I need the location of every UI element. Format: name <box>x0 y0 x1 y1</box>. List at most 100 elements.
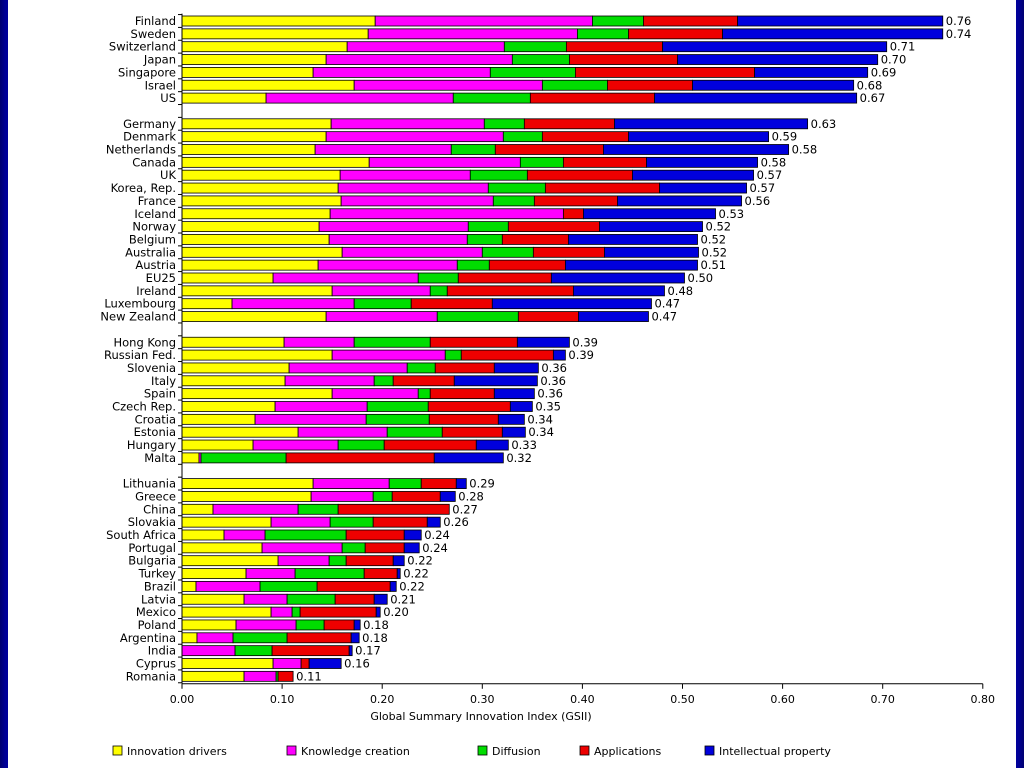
bar-segment-germany-knowledge-creation <box>330 118 485 130</box>
bar-segment-slovenia-knowledge-creation <box>288 362 408 374</box>
value-label-singapore: 0.69 <box>871 65 897 79</box>
bar-segment-india-intellectual-property <box>348 645 353 657</box>
value-label-south-africa: 0.24 <box>424 528 450 542</box>
bar-segment-belgium-applications <box>501 234 569 245</box>
country-label-south-africa: South Africa <box>106 528 176 542</box>
country-label-romania: Romania <box>126 669 176 683</box>
bar-segment-ireland-intellectual-property <box>572 285 665 297</box>
bar-segment-slovakia-innovation-drivers <box>181 516 272 528</box>
bar-segment-slovenia-diffusion <box>406 362 436 374</box>
bar-segment-eu25-innovation-drivers <box>181 272 274 284</box>
bar-segment-hong-kong-diffusion <box>353 336 431 348</box>
x-tick-label: 0.10 <box>270 693 295 706</box>
country-label-russian-fed: Russian Fed. <box>104 348 176 362</box>
bar-segment-netherlands-innovation-drivers <box>181 144 316 155</box>
country-label-belgium: Belgium <box>129 232 176 246</box>
bar-segment-hungary-diffusion <box>337 439 385 451</box>
bar-segment-belgium-innovation-drivers <box>181 234 330 245</box>
bar-segment-croatia-innovation-drivers <box>181 413 256 425</box>
legend-label-knowledge-creation: Knowledge creation <box>301 745 410 758</box>
bar-segment-malta-innovation-drivers <box>181 452 200 464</box>
bar-segment-italy-intellectual-property <box>453 375 538 387</box>
bar-segment-bulgaria-knowledge-creation <box>277 555 330 567</box>
bar-segment-italy-diffusion <box>373 375 394 387</box>
bar-segment-lithuania-diffusion <box>388 478 422 490</box>
value-label-romania: 0.11 <box>296 669 322 683</box>
bars-layer <box>181 15 944 682</box>
x-tick-label: 0.00 <box>170 693 195 706</box>
bar-segment-ireland-diffusion <box>429 285 448 297</box>
country-label-luxembourg: Luxembourg <box>104 297 176 311</box>
value-label-us: 0.67 <box>860 91 886 105</box>
legend-swatch-diffusion <box>477 745 488 756</box>
x-tick-label: 0.40 <box>570 693 595 706</box>
bar-segment-south-africa-knowledge-creation <box>223 529 266 541</box>
bar-segment-iceland-intellectual-property <box>583 208 716 220</box>
bar-segment-switzerland-diffusion <box>503 41 567 53</box>
bar-segment-japan-intellectual-property <box>677 54 879 65</box>
bar-segment-russian-fed-innovation-drivers <box>181 349 333 361</box>
bar-segment-israel-intellectual-property <box>692 79 855 91</box>
bar-segment-slovakia-applications <box>372 516 428 528</box>
bar-segment-us-diffusion <box>452 92 531 104</box>
value-label-hungary: 0.33 <box>511 438 537 452</box>
bar-segment-bulgaria-diffusion <box>328 555 347 567</box>
bar-segment-bulgaria-applications <box>345 555 394 567</box>
country-label-latvia: Latvia <box>141 592 176 606</box>
bar-segment-mexico-intellectual-property <box>375 606 381 618</box>
value-label-latvia: 0.21 <box>390 592 416 606</box>
bar-segment-turkey-diffusion <box>294 568 365 579</box>
bar-segment-hong-kong-innovation-drivers <box>181 336 285 348</box>
bar-segment-denmark-diffusion <box>502 131 543 143</box>
bar-segment-romania-applications <box>277 670 294 682</box>
country-label-australia: Australia <box>125 245 176 259</box>
bar-segment-israel-diffusion <box>541 79 608 91</box>
bar-segment-south-africa-intellectual-property <box>403 529 422 541</box>
bar-segment-china-knowledge-creation <box>212 503 299 515</box>
country-label-norway: Norway <box>132 220 176 234</box>
bar-segment-croatia-applications <box>428 413 499 425</box>
value-label-iceland: 0.53 <box>719 207 745 221</box>
value-label-mexico: 0.20 <box>383 605 409 619</box>
value-label-croatia: 0.34 <box>527 412 553 426</box>
country-label-hong-kong: Hong Kong <box>113 335 176 349</box>
legend-swatch-knowledge-creation <box>286 745 297 756</box>
bar-segment-norway-knowledge-creation <box>318 221 469 233</box>
bar-segment-netherlands-applications <box>494 144 604 155</box>
bar-segment-france-diffusion <box>492 195 535 207</box>
bar-segment-slovakia-diffusion <box>329 516 374 528</box>
bar-segment-norway-diffusion <box>467 221 509 233</box>
bar-segment-korea-rep-diffusion <box>487 182 546 194</box>
country-label-croatia: Croatia <box>135 412 176 426</box>
bar-segment-turkey-applications <box>363 568 398 579</box>
bar-segment-malta-applications <box>285 452 435 464</box>
bar-segment-mexico-knowledge-creation <box>270 606 293 618</box>
bar-segment-latvia-applications <box>334 593 375 605</box>
bar-segment-australia-intellectual-property <box>604 246 699 258</box>
bar-segment-canada-innovation-drivers <box>181 156 370 168</box>
value-label-slovakia: 0.26 <box>443 515 469 529</box>
x-tick-label: 0.80 <box>971 693 996 706</box>
country-label-ireland: Ireland <box>136 284 176 298</box>
bar-segment-austria-applications <box>488 259 566 271</box>
value-label-ireland: 0.48 <box>667 284 693 298</box>
country-label-netherlands: Netherlands <box>106 143 176 157</box>
bar-segment-france-applications <box>533 195 618 207</box>
bar-segment-brazil-innovation-drivers <box>181 581 197 592</box>
bar-segment-singapore-applications <box>574 67 755 78</box>
bar-segment-greece-innovation-drivers <box>181 491 312 502</box>
legend-label-intellectual-property: Intellectual property <box>719 745 831 758</box>
value-label-france: 0.56 <box>745 194 771 208</box>
bar-segment-portugal-innovation-drivers <box>181 542 263 554</box>
bar-segment-netherlands-intellectual-property <box>603 144 790 155</box>
country-label-greece: Greece <box>135 489 176 503</box>
bar-segment-hong-kong-knowledge-creation <box>283 336 355 348</box>
bar-segment-singapore-intellectual-property <box>754 67 869 78</box>
country-label-italy: Italy <box>151 374 176 388</box>
x-tick-label: 0.50 <box>670 693 695 706</box>
bar-segment-sweden-diffusion <box>576 28 629 40</box>
value-label-new-zealand: 0.47 <box>651 310 677 324</box>
country-label-new-zealand: New Zealand <box>100 310 176 324</box>
bar-segment-poland-knowledge-creation <box>235 619 297 631</box>
bar-segment-korea-rep-knowledge-creation <box>337 182 489 194</box>
